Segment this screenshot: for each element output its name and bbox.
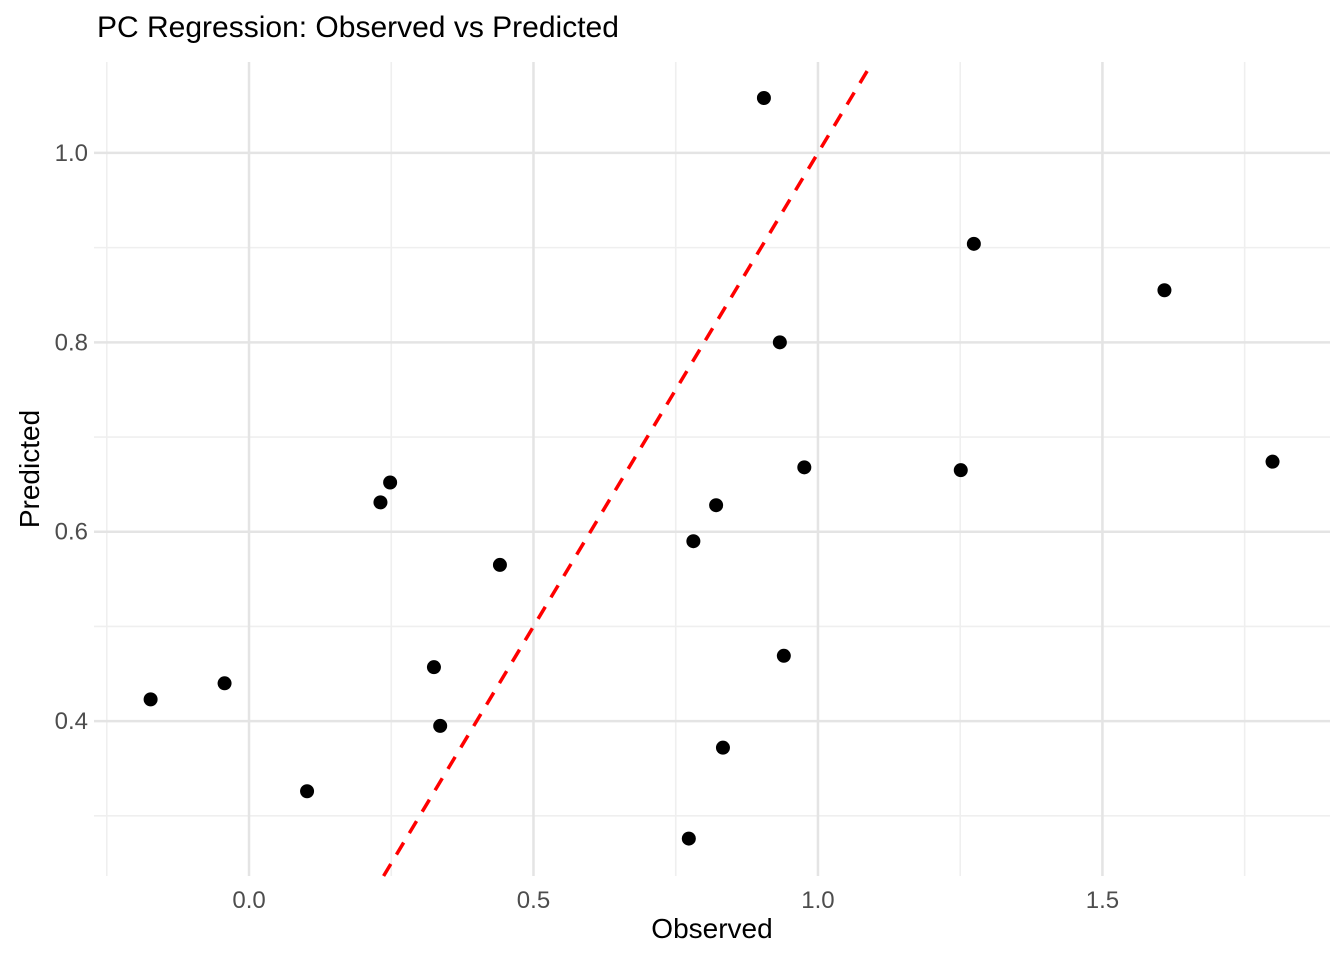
data-point — [966, 236, 981, 251]
data-point — [1157, 283, 1172, 298]
x-tick-label: 1.0 — [801, 887, 834, 914]
data-point — [383, 475, 398, 490]
chart-title: PC Regression: Observed vs Predicted — [97, 11, 619, 44]
x-tick-label: 1.5 — [1086, 887, 1119, 914]
x-tick-label: 0.5 — [517, 887, 550, 914]
data-point — [953, 463, 968, 478]
data-point — [433, 718, 448, 733]
data-point — [797, 460, 812, 475]
y-tick-label: 0.4 — [55, 708, 88, 735]
data-point — [217, 676, 232, 691]
identity-line — [382, 61, 875, 877]
data-point — [756, 90, 771, 105]
data-point — [143, 692, 158, 707]
data-point — [426, 660, 441, 675]
y-tick-label: 0.6 — [55, 519, 88, 546]
y-tick-label: 1.0 — [55, 140, 88, 167]
data-point — [492, 557, 507, 572]
data-point — [686, 534, 701, 549]
data-point — [681, 831, 696, 846]
data-point — [772, 335, 787, 350]
data-point — [1265, 454, 1280, 469]
data-point — [715, 740, 730, 755]
y-tick-label: 0.8 — [55, 329, 88, 356]
data-point — [776, 648, 791, 663]
data-point — [709, 498, 724, 513]
x-tick-label: 0.0 — [232, 887, 265, 914]
x-axis-title: Observed — [651, 913, 773, 944]
data-point — [300, 784, 315, 799]
data-point — [373, 495, 388, 510]
